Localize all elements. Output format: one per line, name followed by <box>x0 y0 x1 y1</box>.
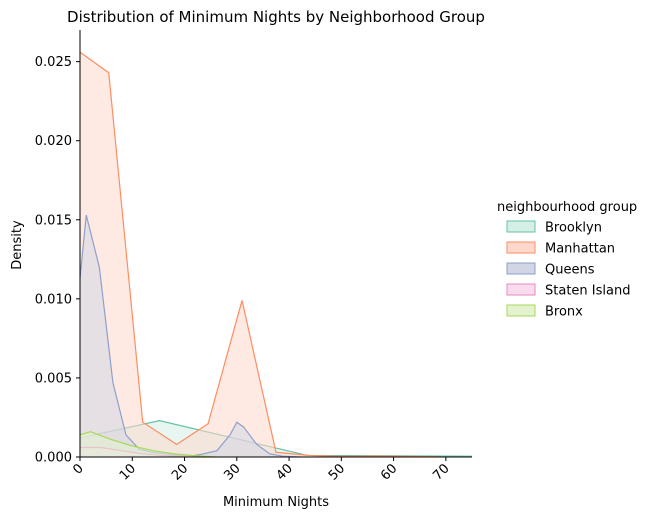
x-axis-label: Minimum Nights <box>223 495 329 510</box>
y-axis-label: Density <box>10 220 25 270</box>
x-tick-label: 0 <box>70 461 86 477</box>
legend-label-bronx: Bronx <box>545 305 583 320</box>
legend-title: neighbourhood group <box>497 200 637 215</box>
y-tick-label: 0.020 <box>35 134 72 149</box>
x-tick-label: 10 <box>117 461 139 483</box>
x-tick-label: 40 <box>274 461 296 483</box>
area-queens <box>80 215 300 457</box>
line-manhattan <box>79 51 441 458</box>
legend-swatch-bronx <box>506 304 536 317</box>
series-layer <box>79 51 473 458</box>
legend-label-manhattan: Manhattan <box>545 242 615 257</box>
chart-title: Distribution of Minimum Nights by Neighb… <box>67 8 485 26</box>
legend-label-queens: Queens <box>545 263 595 278</box>
x-tick-label: 70 <box>430 461 452 483</box>
x-tick-label: 30 <box>221 461 243 483</box>
legend-swatch-staten-island <box>506 283 536 296</box>
legend: neighbourhood group Brooklyn Manhattan Que… <box>497 200 637 320</box>
legend-swatch-brooklyn <box>506 220 536 233</box>
legend-label-brooklyn: Brooklyn <box>545 221 602 236</box>
area-manhattan <box>80 52 441 457</box>
y-tick-label: 0.005 <box>35 371 72 386</box>
y-tick-label: 0.000 <box>35 451 72 466</box>
legend-items: Brooklyn Manhattan Queens Staten Island Bron… <box>506 220 630 320</box>
y-tick-label: 0.025 <box>35 55 72 70</box>
x-axis-ticks: 0 10 20 30 40 50 60 70 <box>70 457 453 484</box>
x-tick-label: 20 <box>169 461 191 483</box>
legend-swatch-queens <box>506 262 536 275</box>
legend-label-staten-island: Staten Island <box>545 284 630 299</box>
series-manhattan <box>79 51 441 458</box>
y-tick-label: 0.015 <box>35 213 72 228</box>
x-tick-label: 60 <box>378 461 400 483</box>
series-bronx <box>79 431 216 458</box>
y-tick-label: 0.010 <box>35 292 72 307</box>
line-bronx <box>79 431 216 458</box>
y-axis-ticks: 0.000 0.005 0.010 0.015 0.020 0.025 <box>35 55 80 466</box>
area-bronx <box>80 431 216 457</box>
legend-swatch-manhattan <box>506 241 536 254</box>
x-tick-label: 50 <box>326 461 348 483</box>
